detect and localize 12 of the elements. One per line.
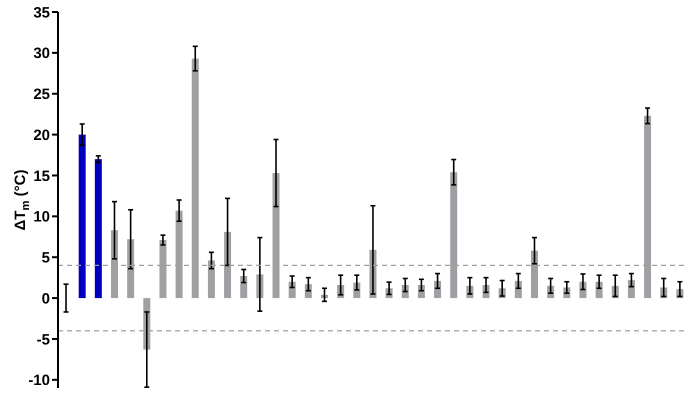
y-tick-label: 25 <box>33 86 50 104</box>
y-tick-label: 10 <box>33 208 50 226</box>
bar <box>78 134 86 298</box>
y-tick-label: 20 <box>33 126 50 144</box>
y-tick-label: 35 <box>33 4 50 22</box>
y-tick-label: 15 <box>33 168 50 185</box>
y-tick-label: -10 <box>28 372 50 390</box>
y-tick-label: 0 <box>42 290 50 308</box>
y-tick-label: -5 <box>36 331 50 348</box>
y-tick-label: 5 <box>42 250 50 267</box>
y-tick-label: 30 <box>33 45 50 62</box>
bar <box>94 159 102 298</box>
